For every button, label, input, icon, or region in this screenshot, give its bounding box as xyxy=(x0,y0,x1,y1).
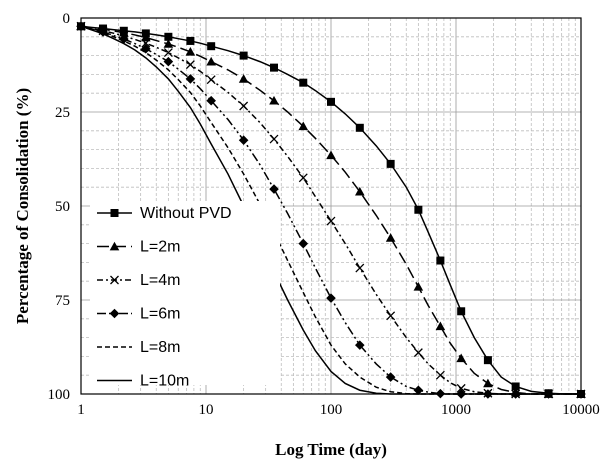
y-axis-title: Percentage of Consolidation (%) xyxy=(13,88,32,324)
series-line xyxy=(80,25,581,395)
series-point xyxy=(355,123,364,132)
series-point xyxy=(456,383,466,393)
y-tick-label: 100 xyxy=(48,387,71,403)
legend-marker xyxy=(110,275,119,285)
legend-label: L=8m xyxy=(140,339,180,356)
series-point xyxy=(269,184,279,194)
series-point xyxy=(435,370,445,380)
series-point xyxy=(206,56,216,66)
x-tick-label: 100 xyxy=(320,402,343,418)
legend-item: L=2m xyxy=(97,239,180,256)
y-tick-label: 0 xyxy=(63,11,71,27)
series-point xyxy=(270,63,279,72)
series-point xyxy=(186,36,195,45)
x-tick-label: 10 xyxy=(199,402,214,418)
series-point xyxy=(298,173,308,183)
legend-label: L=4m xyxy=(140,272,180,289)
legend-marker xyxy=(110,209,119,217)
series-point xyxy=(185,60,195,70)
legend-item: L=4m xyxy=(97,272,180,289)
series-point xyxy=(457,307,466,316)
series-point xyxy=(326,150,336,160)
series-point xyxy=(298,121,309,131)
series-point xyxy=(327,97,335,106)
y-tick-label: 25 xyxy=(55,105,70,121)
series-point xyxy=(238,135,249,145)
series-point xyxy=(413,385,424,396)
legend-marker xyxy=(109,308,120,319)
series-point xyxy=(436,256,445,265)
series-point xyxy=(385,372,396,382)
series-point xyxy=(238,74,249,83)
series-point xyxy=(386,159,395,168)
series-point xyxy=(163,56,174,67)
series-point xyxy=(163,48,173,58)
series-point xyxy=(239,51,248,60)
legend-item: L=8m xyxy=(97,339,180,356)
legend-item: L=10m xyxy=(97,373,189,390)
series-point xyxy=(185,74,196,84)
series-point xyxy=(355,186,365,196)
x-tick-label: 1000 xyxy=(441,402,471,418)
x-tick-label: 1 xyxy=(77,402,85,418)
x-tick-label: 10000 xyxy=(562,402,600,418)
series-point xyxy=(355,263,365,273)
x-axis-title: Log Time (day) xyxy=(275,440,387,459)
legend-marker xyxy=(109,241,120,251)
legend-label: Without PVD xyxy=(140,205,232,222)
series-point xyxy=(141,44,151,54)
y-tick-label: 50 xyxy=(55,199,70,215)
tick-labels: 1 10 100 1000 10000 0 25 50 75 100 xyxy=(48,11,600,418)
series-point xyxy=(413,348,423,358)
series-point xyxy=(164,32,173,41)
series-point xyxy=(163,39,174,48)
series-point xyxy=(435,321,446,331)
legend-item: L=6m xyxy=(97,306,180,323)
series-point xyxy=(298,238,309,249)
series-point xyxy=(414,205,423,214)
series-point xyxy=(206,75,216,85)
series-point xyxy=(326,216,336,226)
y-tick-label: 75 xyxy=(55,293,70,309)
series-point xyxy=(269,134,279,144)
series-point xyxy=(119,34,129,44)
series-point xyxy=(326,293,336,303)
series-point xyxy=(206,95,216,106)
series-point xyxy=(483,356,492,365)
series-line xyxy=(80,25,581,395)
series-point xyxy=(299,78,308,87)
legend: Without PVD L=2m L=4m L=6m L=8m L=10m xyxy=(90,201,280,390)
legend-label: L=2m xyxy=(140,239,180,256)
series-point xyxy=(185,47,196,56)
series-point xyxy=(269,95,279,105)
series-point xyxy=(207,42,216,51)
legend-background xyxy=(90,201,280,385)
series-point xyxy=(239,101,249,111)
series-point xyxy=(355,340,365,350)
legend-label: L=6m xyxy=(140,306,180,323)
legend-label: L=10m xyxy=(140,373,189,390)
plot-area-border xyxy=(80,17,582,395)
series-point xyxy=(141,38,151,48)
series-point xyxy=(386,311,396,321)
series-point xyxy=(511,382,520,391)
legend-item: Without PVD xyxy=(97,205,232,222)
series-line xyxy=(80,25,581,395)
series-4 xyxy=(80,25,581,395)
series-point xyxy=(413,282,424,291)
series-point xyxy=(385,233,396,242)
series-point xyxy=(456,353,466,363)
series-point xyxy=(141,32,151,42)
series-point xyxy=(483,378,493,388)
